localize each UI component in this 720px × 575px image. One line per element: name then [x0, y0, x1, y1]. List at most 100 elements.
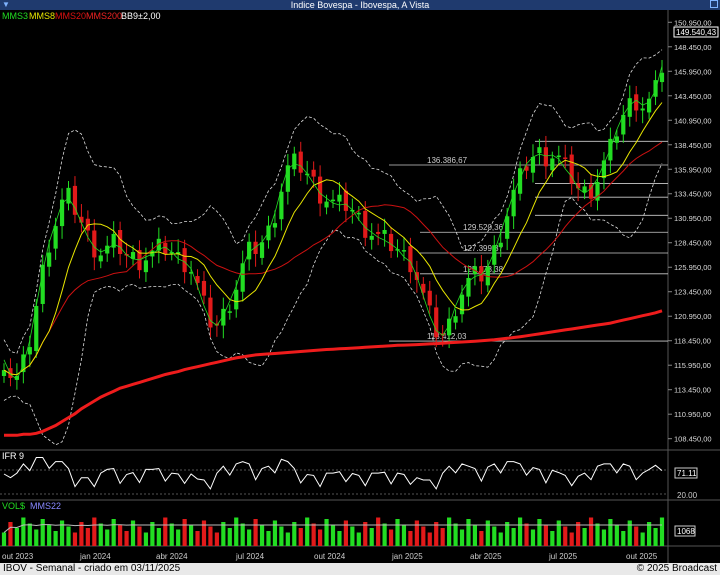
volume-bar: [647, 522, 652, 546]
candle-body: [40, 264, 45, 304]
app-menu-icon[interactable]: ▼: [2, 0, 10, 9]
candle-body: [659, 72, 665, 83]
volume-value-box: [674, 525, 696, 537]
volume-bar: [40, 519, 45, 546]
price-tick-label: 145.950,00: [674, 67, 712, 76]
volume-bar: [376, 517, 381, 546]
candle-body: [505, 216, 510, 239]
volume-bar: [188, 525, 194, 546]
chart-area[interactable]: 136.386,67129.520,36127.399,37125.278,38…: [0, 10, 720, 563]
volume-bar: [221, 522, 226, 546]
bollinger-lower: [3, 163, 663, 446]
volume-bar: [434, 522, 439, 546]
candle-body: [563, 157, 568, 159]
footer-info: IBOV - Semanal - criado em 03/11/2025: [3, 563, 181, 574]
window-title: Indice Bovespa - Ibovespa, A Vista: [290, 0, 430, 10]
candle-body: [627, 98, 632, 117]
volume-bar: [453, 523, 458, 546]
volume-bar: [634, 526, 639, 546]
price-tick-label: 140.950,00: [674, 116, 712, 125]
volume-bar: [124, 531, 129, 546]
volume-bar: [608, 519, 613, 546]
volume-bar: [343, 520, 348, 546]
candle-body: [588, 184, 594, 199]
candle-body: [350, 209, 355, 212]
volume-bar: [285, 532, 290, 546]
candle-body: [447, 318, 452, 336]
volume-bar: [369, 528, 374, 546]
candle-body: [247, 241, 252, 260]
price-tick-label: 130.950,00: [674, 214, 712, 223]
volume-bar: [524, 523, 529, 546]
volume-bar: [627, 520, 632, 546]
candle-body: [550, 158, 555, 171]
volume-bar: [14, 528, 19, 546]
candle-body: [453, 316, 458, 323]
candle-body: [66, 187, 71, 204]
candle-body: [59, 199, 65, 227]
volume-bar: [227, 528, 232, 546]
volume-bar: [447, 517, 452, 546]
status-footer: IBOV - Semanal - criado em 03/11/2025 © …: [0, 563, 720, 575]
candle-body: [440, 333, 445, 336]
candle-body: [427, 290, 432, 306]
candle-body: [169, 252, 174, 254]
volume-bar: [79, 522, 84, 546]
price-tick-label: 150.950,00: [674, 18, 712, 27]
volume-bar: [530, 529, 536, 546]
candle-body: [395, 249, 400, 251]
candle-body: [240, 263, 245, 292]
volume-bar: [21, 517, 26, 546]
price-tick-label: 133.450,00: [674, 190, 712, 199]
volume-bar: [234, 517, 239, 546]
volume-bar: [479, 531, 484, 546]
candle-body: [459, 294, 465, 315]
price-tick-label: 113.450,00: [674, 386, 711, 395]
volume-bar: [537, 519, 542, 546]
candle-body: [498, 242, 503, 248]
volume-bar: [556, 520, 561, 546]
mms3-line: [3, 65, 663, 381]
volume-bar: [582, 528, 587, 546]
candle-body: [53, 226, 58, 249]
volume-bar: [388, 529, 394, 546]
volume-bar: [85, 528, 90, 546]
price-tick-label: 135.950,00: [674, 165, 712, 174]
candle-body: [485, 266, 490, 286]
volume-ma-label: MMS22: [30, 501, 61, 511]
candle-body: [492, 245, 497, 265]
volume-bar: [588, 517, 594, 546]
candle-body: [524, 166, 529, 171]
candle-body: [208, 297, 213, 328]
volume-bar: [163, 517, 168, 546]
volume-bar: [72, 532, 78, 546]
candle-body: [118, 230, 123, 255]
volume-bar: [517, 517, 523, 546]
volume-bar: [614, 525, 619, 546]
volume-bar: [92, 517, 97, 546]
volume-bar: [247, 529, 252, 546]
time-label: out 2025: [626, 552, 658, 561]
candle-body: [614, 136, 619, 143]
volume-bar: [156, 528, 161, 546]
volume-bar: [543, 525, 548, 546]
volume-bar: [292, 522, 297, 546]
window-title-bar: ▼ Indice Bovespa - Ibovespa, A Vista: [0, 0, 720, 10]
moving-averages: [3, 65, 663, 437]
candle-body: [195, 276, 200, 283]
candle-body: [259, 242, 265, 258]
volume-bar: [195, 531, 200, 546]
volume-bar: [505, 522, 510, 546]
candle-body: [79, 216, 84, 223]
indicator-legend: MMS3 MMS8 MMS20 MMS200 BB9±2,00: [2, 11, 160, 21]
volume-bar: [569, 532, 574, 546]
price-tick-label: 115.950,00: [674, 361, 711, 370]
window-restore-icon[interactable]: [710, 0, 718, 8]
volume-bar: [111, 519, 116, 546]
candle-body: [543, 147, 548, 167]
volume-bar: [459, 529, 465, 546]
volume-bar: [595, 523, 600, 546]
candle-body: [176, 252, 181, 255]
volume-bar: [118, 525, 123, 546]
price-tick-label: 110.950,00: [674, 410, 711, 419]
